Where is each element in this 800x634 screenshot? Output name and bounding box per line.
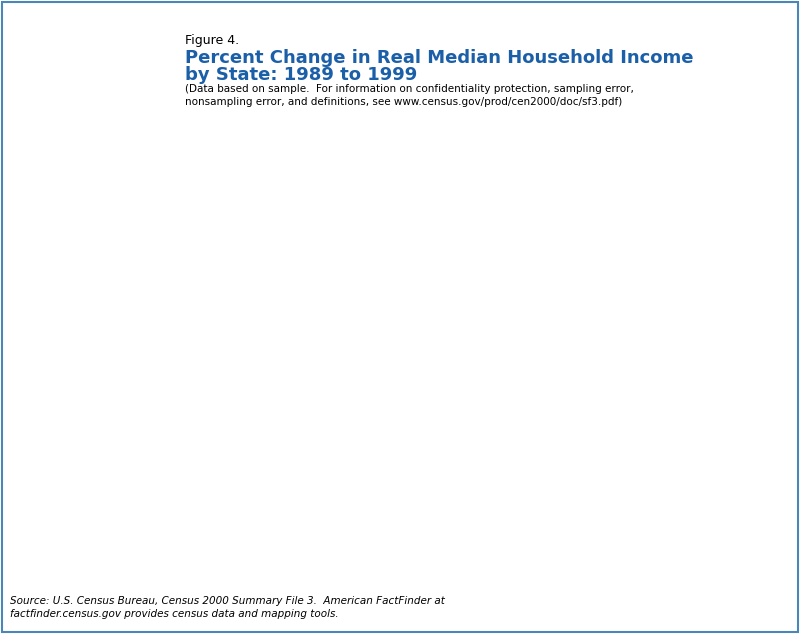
Text: (Data based on sample.  For information on confidentiality protection, sampling : (Data based on sample. For information o… (185, 84, 634, 107)
Text: Percent Change in Real Median Household Income: Percent Change in Real Median Household … (185, 49, 694, 67)
Text: Source: U.S. Census Bureau, Census 2000 Summary File 3.  American FactFinder at
: Source: U.S. Census Bureau, Census 2000 … (10, 596, 445, 619)
Text: by State: 1989 to 1999: by State: 1989 to 1999 (185, 66, 418, 84)
Text: Figure 4.: Figure 4. (185, 34, 239, 47)
